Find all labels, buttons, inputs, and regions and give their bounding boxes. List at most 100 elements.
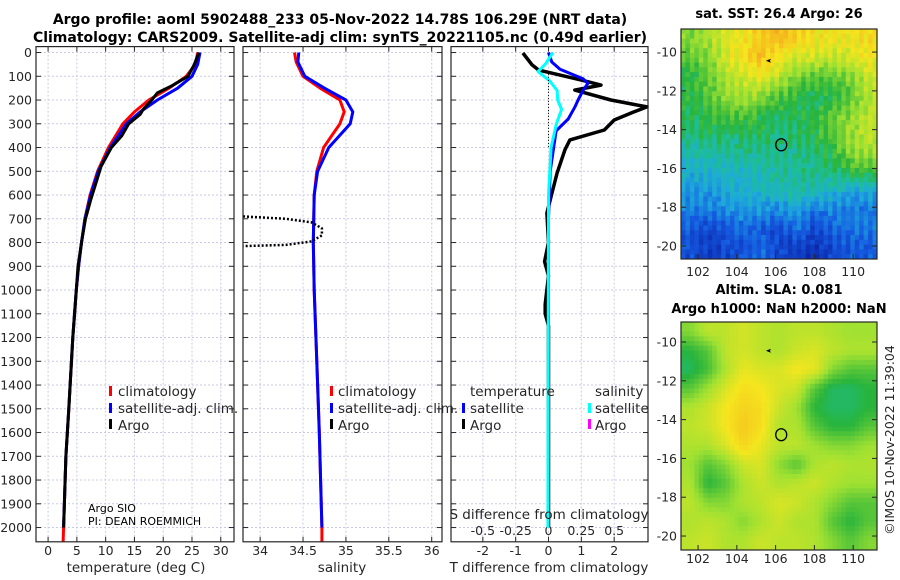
heatmap-cell — [721, 105, 726, 111]
heatmap-cell — [787, 38, 793, 44]
heatmap-cell — [765, 153, 771, 159]
heatmap-cell — [836, 153, 842, 159]
heatmap-cell — [836, 521, 842, 527]
heatmap-cell — [721, 526, 726, 532]
heatmap-cell — [721, 402, 726, 408]
heatmap-cell — [698, 43, 704, 49]
title-line-1: Argo profile: aoml 5902488_233 05-Nov-20… — [53, 12, 627, 28]
heatmap-cell — [779, 129, 784, 135]
heatmap-cell — [685, 43, 691, 49]
heatmap-cell — [703, 488, 709, 494]
heatmap-cell — [832, 507, 838, 513]
heatmap-cell — [698, 455, 704, 461]
heatmap-cell — [770, 48, 775, 54]
heatmap-cell — [850, 120, 856, 126]
heatmap-cell — [725, 177, 731, 183]
heatmap-cell — [712, 516, 718, 522]
heatmap-cell — [774, 493, 780, 499]
heatmap-cell — [734, 341, 740, 347]
lon-tick-label: 108 — [802, 264, 826, 279]
heatmap-cell — [734, 100, 740, 107]
heatmap-cell — [721, 124, 726, 131]
heatmap-cell — [716, 526, 722, 532]
heatmap-cell — [747, 431, 753, 437]
heatmap-cell — [743, 201, 749, 207]
heatmap-cell — [868, 502, 873, 508]
heatmap-cell — [854, 502, 860, 508]
heatmap-cell — [863, 86, 869, 92]
heatmap-cell — [779, 526, 784, 532]
heatmap-cell — [863, 153, 869, 159]
heatmap-cell — [787, 239, 793, 246]
heatmap-cell — [685, 360, 691, 366]
heatmap-cell — [792, 383, 798, 389]
heatmap-cell — [694, 158, 700, 164]
heatmap-cell — [801, 167, 807, 174]
heatmap-cell — [868, 239, 873, 246]
heatmap-cell — [836, 196, 842, 202]
heatmap-cell — [868, 374, 873, 380]
heatmap-cell — [716, 225, 722, 231]
heatmap-cell — [836, 440, 842, 446]
heatmap-cell — [823, 144, 829, 150]
heatmap-cell — [845, 172, 851, 178]
heatmap-cell — [810, 105, 816, 111]
heatmap-cell — [841, 493, 847, 499]
heatmap-cell — [828, 52, 833, 59]
heatmap-cell — [774, 76, 780, 83]
heatmap-cell — [859, 398, 865, 404]
heatmap-cell — [698, 76, 704, 83]
heatmap-cell — [747, 254, 753, 260]
heatmap-cell — [783, 43, 789, 49]
heatmap-cell — [685, 326, 691, 332]
heatmap-cell — [685, 244, 691, 250]
heatmap-cell — [845, 191, 851, 198]
heatmap-cell — [707, 464, 713, 470]
heatmap-cell — [872, 379, 878, 385]
heatmap-cell — [734, 134, 740, 140]
heatmap-cell — [796, 398, 802, 404]
heatmap-cell — [734, 421, 740, 427]
heatmap-cell — [712, 431, 718, 437]
heatmap-cell — [841, 398, 847, 404]
heatmap-cell — [730, 459, 735, 465]
heatmap-cell — [689, 76, 695, 83]
heatmap-cell — [703, 478, 709, 484]
x-tick-label: 35 — [338, 543, 354, 558]
lon-tick-label: 106 — [764, 551, 788, 566]
heatmap-cell — [743, 91, 749, 97]
heatmap-cell — [836, 191, 842, 198]
heatmap-cell — [681, 341, 686, 347]
heatmap-cell — [707, 531, 713, 537]
heatmap-cell — [805, 57, 811, 63]
heatmap-cell — [716, 350, 722, 356]
heatmap-cell — [689, 225, 695, 231]
heatmap-cell — [859, 497, 865, 503]
heatmap-cell — [779, 201, 784, 207]
heatmap-cell — [774, 211, 780, 217]
heatmap-cell — [681, 48, 686, 54]
heatmap-cell — [814, 43, 820, 49]
heatmap-cell — [868, 139, 873, 145]
heatmap-cell — [734, 469, 740, 475]
heatmap-cell — [801, 417, 807, 423]
heatmap-cell — [752, 172, 758, 178]
heatmap-cell — [783, 421, 789, 427]
heatmap-cell — [738, 81, 744, 87]
heatmap-cell — [707, 388, 713, 394]
heatmap-cell — [703, 345, 709, 351]
heatmap-cell — [730, 29, 735, 35]
heatmap-cell — [738, 120, 744, 126]
heatmap-cell — [756, 148, 762, 154]
heatmap-cell — [703, 374, 709, 380]
heatmap-cell — [703, 436, 709, 442]
heatmap-cell — [828, 450, 833, 456]
heatmap-cell — [819, 29, 824, 35]
heatmap-cell — [712, 388, 718, 394]
heatmap-cell — [792, 182, 798, 188]
heatmap-cell — [725, 91, 731, 97]
heatmap-cell — [792, 440, 798, 446]
heatmap-cell — [756, 512, 762, 518]
heatmap-cell — [832, 96, 838, 102]
heatmap-cell — [796, 235, 802, 241]
